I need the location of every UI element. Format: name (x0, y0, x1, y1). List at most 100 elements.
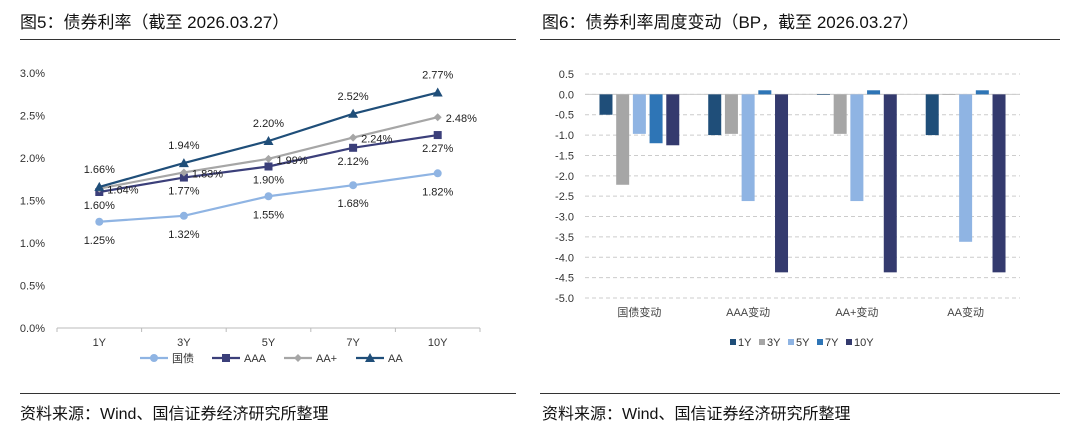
y-tick-label: -5.0 (555, 293, 574, 305)
data-point (179, 211, 188, 220)
legend-swatch (817, 339, 823, 345)
y-tick-label: 0.5% (20, 281, 45, 293)
data-point (433, 113, 442, 122)
y-tick-label: -2.0 (555, 171, 574, 183)
legend-label: 1Y (738, 337, 752, 349)
x-tick-label: AA变动 (947, 305, 984, 319)
y-tick-label: 3.0% (20, 68, 45, 80)
bar-1Y (816, 94, 830, 95)
bar-10Y (883, 94, 897, 273)
y-tick-label: 2.0% (20, 153, 45, 165)
data-point (94, 181, 105, 191)
legend-swatch (846, 339, 852, 345)
legend-marker (365, 353, 375, 362)
data-label: 2.48% (446, 113, 477, 125)
y-tick-label: 0.5 (559, 69, 574, 81)
data-label: 2.24% (361, 134, 392, 146)
data-label: 2.77% (422, 70, 453, 82)
y-tick-label: -1.5 (555, 150, 574, 162)
left-panel: 图5：债券利率（截至 2026.03.27） 0.0% 0.5% 1.0% 1.5% 2… (20, 13, 516, 423)
y-tick-label: -0.5 (555, 110, 574, 122)
legend-label: 7Y (825, 337, 839, 349)
x-tick-label: 1Y (93, 337, 107, 349)
bar-3Y (724, 94, 738, 134)
data-label: 1.60% (84, 200, 115, 212)
data-point (349, 181, 358, 190)
y-tick-label: -1.0 (555, 130, 574, 142)
source-divider (540, 393, 1060, 394)
data-label: 1.94% (168, 140, 199, 152)
data-label: 1.64% (107, 185, 138, 197)
data-point (433, 169, 442, 178)
bar-7Y (758, 90, 772, 95)
bar-3Y (942, 94, 956, 95)
legend-label: AA (388, 353, 403, 365)
bar-10Y (775, 94, 789, 273)
bar-1Y (708, 94, 722, 136)
bar-1Y (925, 94, 939, 136)
data-label: 1.90% (253, 175, 284, 187)
right-panel: 图6：债券利率周度变动（BP，截至 2026.03.27） 0.5 0.0 -0.5… (540, 0, 1080, 430)
bar-3Y (833, 94, 847, 134)
data-point (179, 168, 188, 177)
source-divider (20, 393, 516, 394)
y-tick-label: -3.0 (555, 212, 574, 224)
legend-marker (150, 354, 158, 362)
y-tick-label: 0.0 (559, 89, 574, 101)
bar-5Y (741, 94, 755, 202)
data-point (433, 131, 442, 140)
data-label: 2.27% (422, 143, 453, 155)
y-tick-label: -4.0 (555, 252, 574, 264)
legend-swatch (788, 339, 794, 345)
x-tick-label: 7Y (346, 337, 360, 349)
title-divider (540, 39, 1060, 40)
data-point (178, 158, 189, 168)
y-tick-label: 1.5% (20, 196, 45, 208)
data-label: 1.55% (253, 209, 284, 221)
bar-5Y (959, 94, 973, 242)
data-point (263, 136, 274, 145)
bar-1Y (599, 94, 613, 115)
legend-marker (222, 354, 230, 362)
data-label: 1.99% (277, 155, 308, 167)
data-point (179, 173, 188, 182)
legend-swatch (759, 339, 765, 345)
data-point (264, 192, 273, 201)
y-tick-label: -3.5 (555, 232, 574, 244)
x-tick-label: 国债变动 (617, 305, 661, 319)
legend-label: 10Y (854, 337, 874, 349)
bar-10Y (992, 94, 1006, 273)
left-title: 图5：债券利率（截至 2026.03.27） (20, 13, 290, 32)
bar-5Y (632, 94, 646, 134)
x-tick-label: 5Y (262, 337, 276, 349)
title-divider (20, 39, 516, 40)
line-chart: 0.0% 0.5% 1.0% 1.5% 2.0% 2.5% 3.0% 1Y 3Y 5Y 7Y 10Y 1… (20, 68, 481, 365)
data-label: 1.32% (168, 229, 199, 241)
data-label: 1.68% (337, 198, 368, 210)
x-tick-label: AA+变动 (835, 305, 878, 319)
data-label: 1.77% (168, 186, 199, 198)
data-point (432, 87, 443, 97)
data-label: 2.12% (337, 156, 368, 168)
data-label: 1.83% (192, 168, 223, 180)
bar-3Y (616, 94, 630, 185)
data-label: 2.52% (337, 91, 368, 103)
legend-label: 3Y (767, 337, 781, 349)
y-tick-label: 1.0% (20, 238, 45, 250)
data-label: 1.82% (422, 186, 453, 198)
legend-label: AAA (244, 353, 267, 365)
right-title: 图6：债券利率周度变动（BP，截至 2026.03.27） (542, 13, 919, 32)
y-tick-label: -4.5 (555, 273, 574, 285)
legend-marker (294, 354, 302, 362)
right-source: 资料来源：Wind、国信证券经济研究所整理 (542, 406, 851, 423)
y-tick-label: 2.5% (20, 111, 45, 123)
bar-7Y (867, 90, 881, 95)
data-point (348, 108, 359, 118)
data-label: 2.20% (253, 118, 284, 130)
x-tick-label: 10Y (428, 337, 448, 349)
bar-10Y (666, 94, 680, 146)
y-tick-label: -2.5 (555, 191, 574, 203)
bar-chart: 0.5 0.0 -0.5 -1.0 -1.5 -2.0 -2.5 -3.0 -3.5 -4.0 -4… (555, 69, 1020, 349)
data-label: 1.66% (84, 164, 115, 176)
